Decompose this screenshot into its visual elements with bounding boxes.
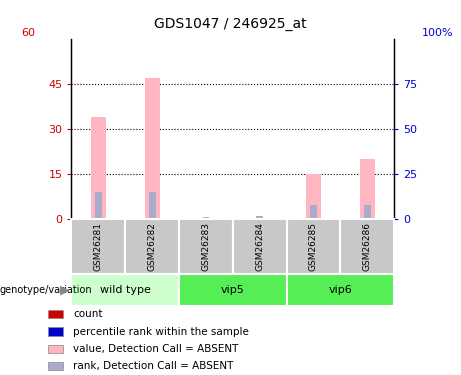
Bar [179, 219, 233, 274]
Bar [48, 345, 63, 353]
Bar [48, 362, 63, 370]
Text: rank, Detection Call = ABSENT: rank, Detection Call = ABSENT [73, 362, 234, 371]
Bar [360, 159, 375, 219]
Bar [233, 219, 287, 274]
Bar [310, 205, 317, 219]
Bar [48, 310, 63, 318]
Text: GSM26281: GSM26281 [94, 222, 103, 271]
Bar [145, 78, 160, 219]
Text: genotype/variation: genotype/variation [0, 285, 93, 295]
Text: vip5: vip5 [221, 285, 245, 295]
Text: GSM26284: GSM26284 [255, 222, 264, 271]
Bar [71, 274, 179, 306]
Bar [202, 217, 209, 219]
Text: GSM26285: GSM26285 [309, 222, 318, 271]
Text: 100%: 100% [422, 28, 454, 38]
Text: GDS1047 / 246925_at: GDS1047 / 246925_at [154, 17, 307, 31]
Text: wild type: wild type [100, 285, 151, 295]
Text: GSM26282: GSM26282 [148, 222, 157, 271]
Bar [149, 192, 155, 219]
Text: vip6: vip6 [329, 285, 352, 295]
Bar [364, 205, 371, 219]
Text: count: count [73, 309, 103, 319]
Text: percentile rank within the sample: percentile rank within the sample [73, 327, 249, 337]
Bar [340, 219, 394, 274]
Bar [91, 117, 106, 219]
Text: 60: 60 [21, 28, 35, 38]
Bar [252, 218, 267, 219]
Text: ▶: ▶ [59, 283, 69, 296]
Bar [306, 174, 321, 219]
Bar [198, 218, 213, 219]
Text: GSM26286: GSM26286 [363, 222, 372, 271]
Bar [95, 192, 102, 219]
Bar [48, 327, 63, 336]
Text: GSM26283: GSM26283 [201, 222, 210, 271]
Bar [256, 216, 263, 219]
Bar [179, 274, 287, 306]
Bar [71, 219, 125, 274]
Text: value, Detection Call = ABSENT: value, Detection Call = ABSENT [73, 344, 239, 354]
Bar [125, 219, 179, 274]
Bar [287, 219, 340, 274]
Bar [287, 274, 394, 306]
